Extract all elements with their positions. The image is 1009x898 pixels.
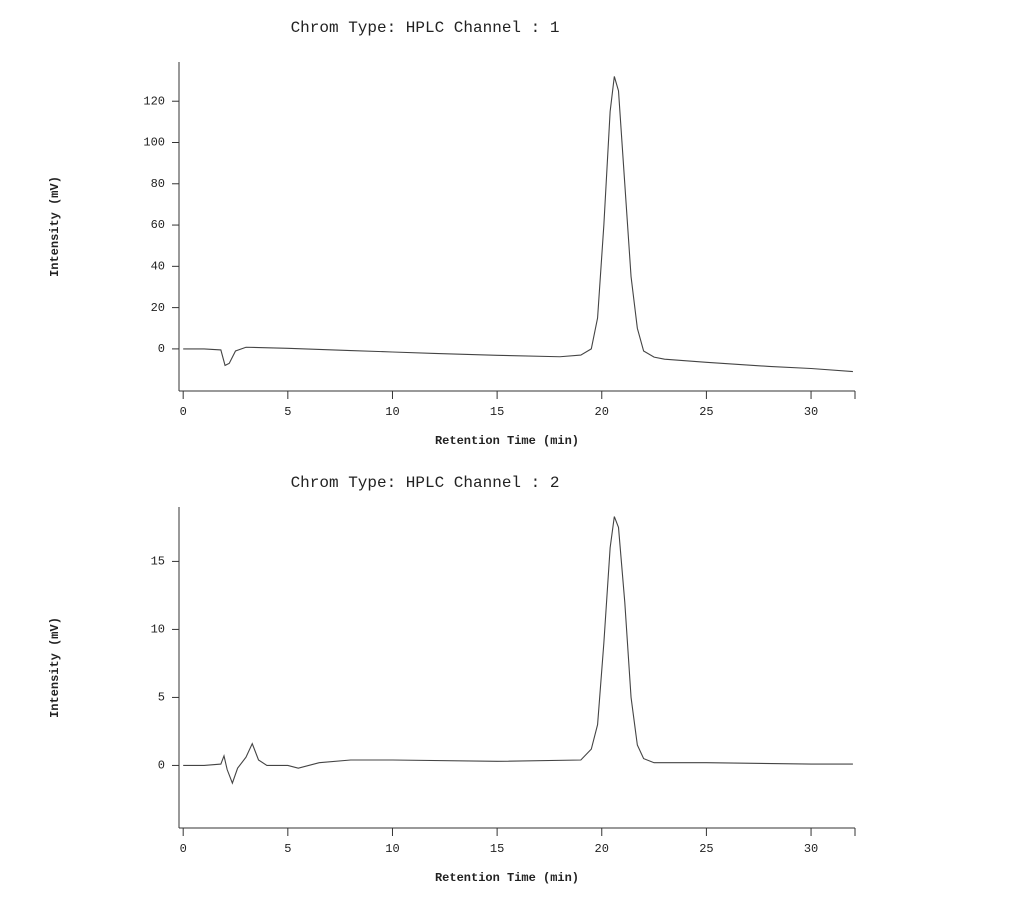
y-tick-label: 100 — [143, 136, 165, 150]
y-axis-label: Intensity (mV) — [48, 617, 62, 718]
chart-title: Chrom Type: HPLC Channel : 1 — [291, 19, 560, 37]
y-axis-label: Intensity (mV) — [48, 176, 62, 277]
x-tick-label: 15 — [490, 405, 504, 419]
x-tick-label: 5 — [284, 842, 291, 856]
y-tick-label: 40 — [151, 260, 165, 274]
x-tick-label: 25 — [699, 405, 713, 419]
trace — [183, 76, 853, 373]
y-tick-label: 80 — [151, 177, 165, 191]
x-tick-label: 10 — [385, 842, 399, 856]
x-tick-label: 15 — [490, 842, 504, 856]
x-tick-label: 0 — [180, 405, 187, 419]
chart-title: Chrom Type: HPLC Channel : 2 — [291, 474, 560, 492]
x-tick-label: 25 — [699, 842, 713, 856]
x-axis-label: Retention Time (min) — [435, 871, 579, 885]
x-tick-label: 30 — [804, 405, 818, 419]
y-tick-label: 20 — [151, 301, 165, 315]
y-tick-label: 5 — [158, 691, 165, 705]
y-tick-label: 15 — [151, 555, 165, 569]
y-tick-label: 120 — [143, 94, 165, 108]
x-tick-label: 0 — [180, 842, 187, 856]
x-tick-label: 20 — [595, 405, 609, 419]
x-axis-label: Retention Time (min) — [435, 434, 579, 448]
y-tick-label: 0 — [158, 759, 165, 773]
y-tick-label: 10 — [151, 623, 165, 637]
x-tick-label: 20 — [595, 842, 609, 856]
x-tick-label: 10 — [385, 405, 399, 419]
trace — [183, 516, 853, 785]
x-tick-label: 5 — [284, 405, 291, 419]
x-tick-label: 30 — [804, 842, 818, 856]
y-tick-label: 60 — [151, 218, 165, 232]
y-tick-label: 0 — [158, 342, 165, 356]
